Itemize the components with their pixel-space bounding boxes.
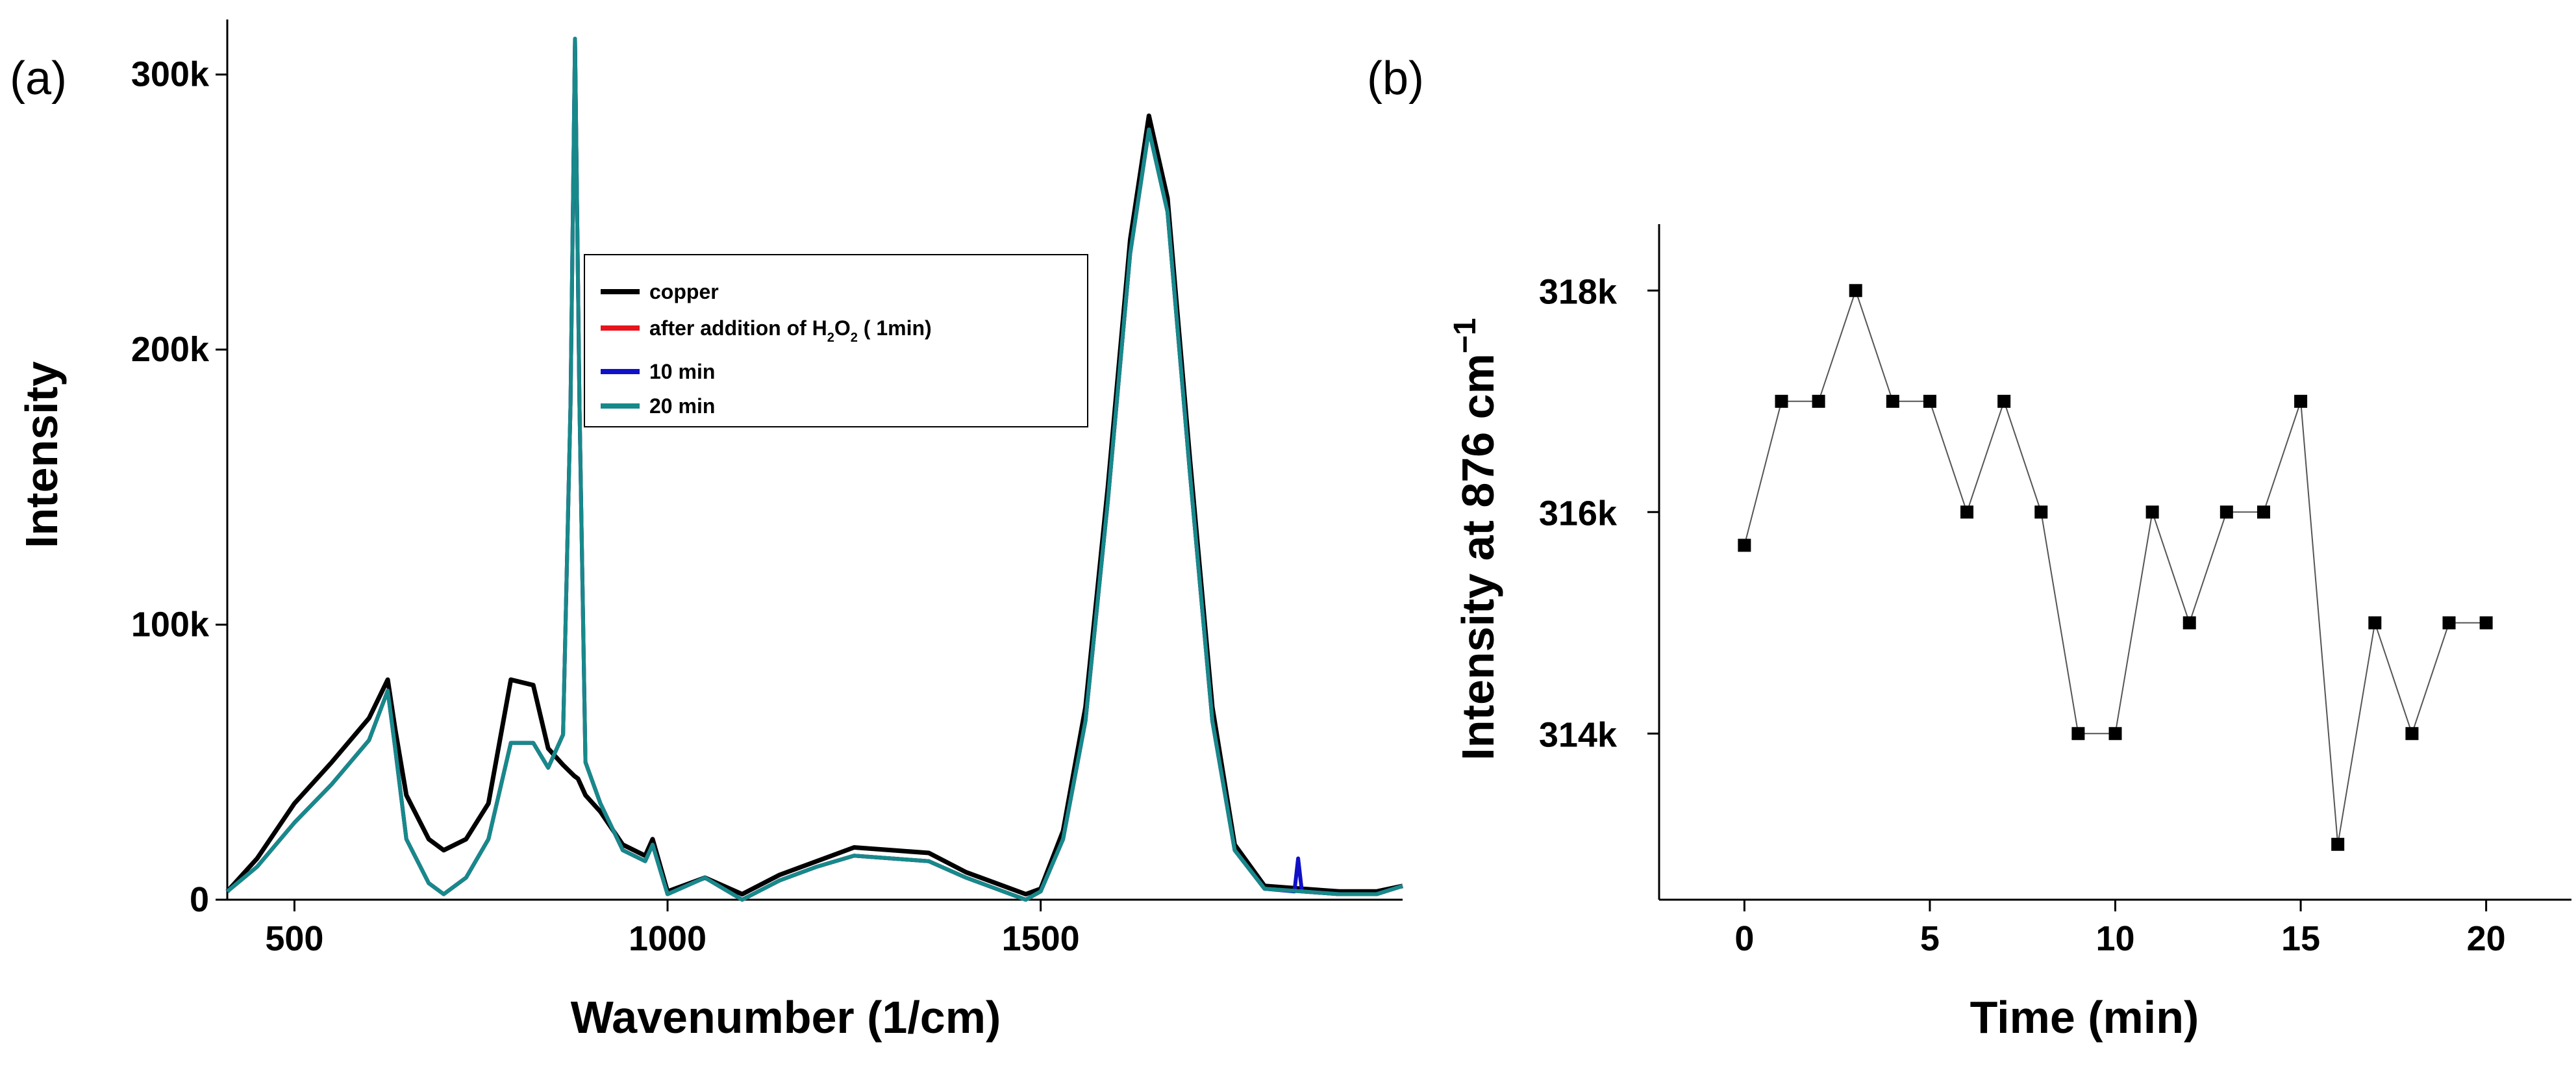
legend-label-1min-part: ( 1min) — [858, 316, 932, 340]
legend-label-10min: 10 min — [649, 360, 715, 383]
panel-b-x-tick-label: 5 — [1920, 919, 1940, 958]
panel-a-ticks: 500 1000 1500 0 100k 200k 300k — [131, 55, 1080, 958]
data-point — [2108, 727, 2122, 741]
panel-a-y-tick-label: 0 — [190, 880, 209, 919]
data-point — [2331, 837, 2345, 851]
legend-label-copper: copper — [649, 280, 719, 303]
panel-a-legend: copper after addition of H2O2 ( 1min) 10… — [584, 254, 1088, 427]
panel-a-x-tick-label: 1000 — [629, 919, 707, 958]
panel-a-x-tick-label: 1500 — [1002, 919, 1080, 958]
data-point — [2257, 505, 2270, 519]
data-point — [1886, 394, 1899, 408]
panel-b-x-tick-label: 10 — [2095, 919, 2134, 958]
panel-b-x-tick-label: 0 — [1734, 919, 1754, 958]
data-point — [1812, 394, 1825, 408]
data-point — [2034, 505, 2048, 519]
legend-label-1min-sub: 2 — [851, 331, 858, 345]
panel-b-y-axis-title: Intensity at 876 cm−1 — [1448, 318, 1503, 760]
data-point — [2071, 727, 2085, 741]
panel-b-y-tick-label: 318k — [1539, 272, 1618, 311]
legend-label-1min-part: O — [834, 316, 851, 340]
data-point — [2294, 394, 2308, 408]
series-line-copper — [225, 113, 1403, 896]
panel-b-y-axis-title-main: Intensity at 876 cm — [1453, 353, 1503, 760]
panel-b-y-axis-title-sup: −1 — [1448, 318, 1482, 353]
legend-label-1min: after addition of H2O2 ( 1min) — [649, 316, 932, 345]
panel-a: (a) 500 1000 1500 0 100k 200k 300k Wavenumber … — [10, 19, 1403, 1043]
data-point — [2405, 727, 2419, 741]
legend-label-1min-part: after addition of H — [649, 316, 827, 340]
panel-a-x-axis-title: Wavenumber (1/cm) — [571, 992, 1001, 1043]
series-line-20-min — [226, 36, 1403, 902]
panel-b-label: (b) — [1367, 53, 1424, 105]
panel-b-x-tick-label: 20 — [2467, 919, 2506, 958]
data-point — [2442, 616, 2456, 629]
data-point — [1849, 284, 1862, 298]
series-line-intensity-876 — [1744, 288, 2486, 844]
data-point — [2479, 616, 2493, 629]
data-point — [2145, 505, 2159, 519]
panel-b-ticks: 0 5 10 15 20 314k 316k 318k — [1539, 272, 2506, 958]
data-point — [1960, 505, 1974, 519]
panel-a-plot-area: 500 1000 1500 0 100k 200k 300k — [131, 19, 1403, 958]
panel-b: (b) 0 5 10 15 20 314k 316k 318k Time (min) Inte… — [1367, 53, 2571, 1043]
legend-label-1min-sub: 2 — [827, 331, 834, 345]
panel-a-y-tick-label: 300k — [131, 55, 210, 94]
panel-b-y-tick-label: 316k — [1539, 494, 1618, 533]
panel-a-y-tick-label: 100k — [131, 605, 210, 644]
data-point — [1923, 394, 1936, 408]
data-point — [1775, 394, 1788, 408]
panel-a-label: (a) — [10, 53, 67, 105]
legend-label-20min: 20 min — [649, 394, 715, 418]
panel-b-x-axis-title: Time (min) — [1970, 992, 2199, 1043]
panel-b-series-group — [1738, 284, 2493, 851]
panel-a-legend-box — [584, 254, 1088, 427]
panel-b-x-tick-label: 15 — [2281, 919, 2320, 958]
panel-b-plot-area: 0 5 10 15 20 314k 316k 318k — [1539, 224, 2571, 958]
panel-a-y-tick-label: 200k — [131, 330, 210, 369]
data-point — [2182, 616, 2196, 629]
panel-a-y-axis-title: Intensity — [16, 361, 67, 548]
panel-a-x-tick-label: 500 — [265, 919, 323, 958]
panel-a-series-group — [225, 36, 1403, 902]
data-point — [2368, 616, 2382, 629]
data-point — [2220, 505, 2233, 519]
data-point — [1738, 539, 1751, 552]
data-point — [1997, 394, 2011, 408]
panel-b-y-tick-label: 314k — [1539, 715, 1618, 754]
